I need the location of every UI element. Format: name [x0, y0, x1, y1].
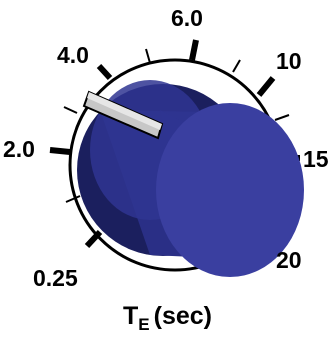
major-tick-6-0 [189, 39, 199, 61]
major-tick-2-0 [49, 147, 71, 155]
minor-tick-e [274, 114, 290, 121]
scale-label-10: 10 [276, 48, 302, 74]
scale-label-4-0: 4.0 [57, 42, 89, 68]
caption-subscript: E [138, 315, 150, 334]
scale-label-2-0: 2.0 [3, 136, 35, 162]
minor-tick-d [65, 195, 81, 203]
minor-tick-c [63, 106, 78, 114]
minor-tick-a [145, 48, 151, 64]
minor-tick-b [232, 59, 241, 73]
major-tick-4-0 [96, 63, 113, 81]
scale-label-0-25: 0.25 [33, 265, 78, 291]
major-tick-0-25 [84, 229, 103, 249]
scale-label-15: 15 [303, 146, 329, 172]
pointer-bar [82, 90, 164, 140]
knob-front-face [156, 103, 304, 277]
caption-unit: (sec) [153, 302, 212, 330]
major-tick-10 [256, 76, 276, 97]
caption-symbol: T [123, 302, 139, 330]
scale-label-20: 20 [276, 247, 302, 273]
scale-label-6-0: 6.0 [171, 5, 203, 31]
dial-caption: TE (sec) [0, 302, 335, 335]
knob-body [77, 80, 304, 277]
